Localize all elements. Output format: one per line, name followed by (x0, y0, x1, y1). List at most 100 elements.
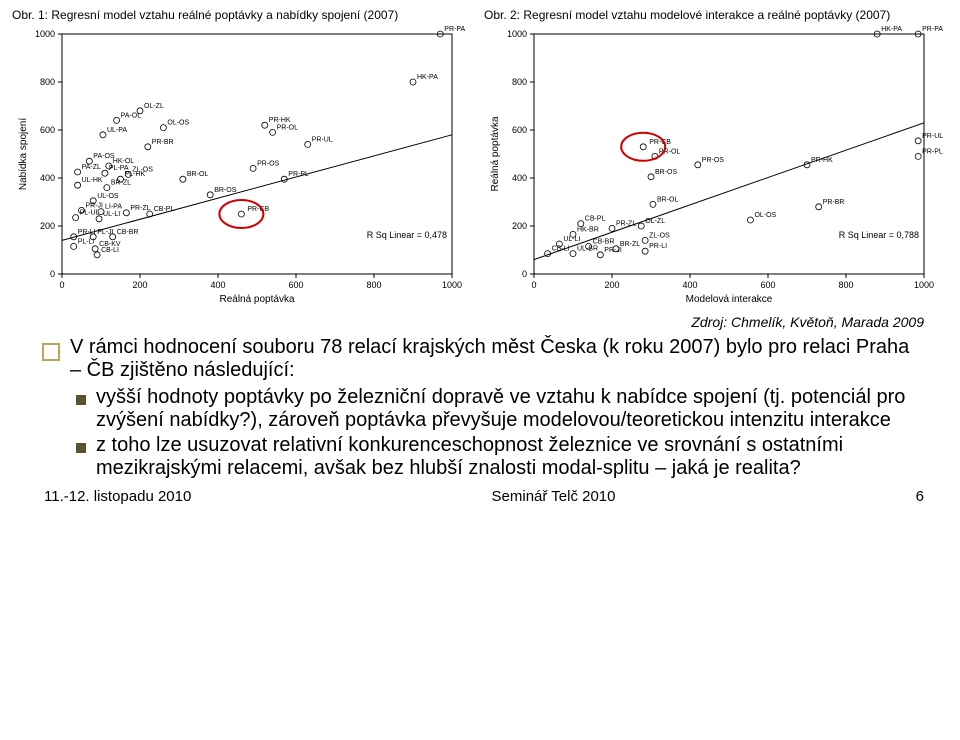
svg-text:PR-BR: PR-BR (152, 139, 174, 146)
svg-text:OL-OS: OL-OS (754, 212, 776, 219)
chart-1-wrap: Obr. 1: Regresní model vztahu reálné pop… (12, 8, 476, 314)
charts-row: Obr. 1: Regresní model vztahu reálné pop… (12, 8, 948, 314)
svg-text:0: 0 (59, 280, 64, 290)
svg-text:CB-PL: CB-PL (154, 206, 175, 213)
svg-text:UL-LI: UL-LI (103, 211, 120, 218)
svg-text:400: 400 (512, 173, 527, 183)
svg-text:0: 0 (531, 280, 536, 290)
footer-title: Seminář Telč 2010 (492, 488, 616, 505)
svg-text:Modelová interakce: Modelová interakce (686, 294, 773, 305)
svg-text:PR-LI: PR-LI (78, 229, 96, 236)
svg-text:800: 800 (512, 77, 527, 87)
chart-2: 0200400600800100002004006008001000Modelo… (484, 24, 944, 314)
svg-text:800: 800 (838, 280, 853, 290)
svg-text:PA-ZL: PA-ZL (82, 164, 101, 171)
svg-text:600: 600 (288, 280, 303, 290)
svg-text:BR-ZL: BR-ZL (620, 241, 640, 248)
svg-text:UL-OS: UL-OS (97, 193, 119, 200)
subbullet-marker-icon (76, 395, 86, 405)
svg-text:UL-PA: UL-PA (107, 127, 127, 134)
svg-text:Reálná poptávka: Reálná poptávka (219, 294, 294, 305)
svg-text:Nabídka spojení: Nabídka spojení (18, 118, 29, 190)
svg-text:PL-HK: PL-HK (125, 171, 146, 178)
svg-text:PR-OL: PR-OL (277, 124, 299, 131)
svg-text:PR-BR: PR-BR (823, 199, 845, 206)
svg-text:UL-LI: UL-LI (563, 236, 580, 243)
svg-text:PR-CB: PR-CB (649, 139, 671, 146)
svg-text:CB-LI: CB-LI (552, 246, 570, 253)
bullet-1: V rámci hodnocení souboru 78 relací kraj… (42, 336, 924, 382)
bullet-list: V rámci hodnocení souboru 78 relací kraj… (42, 336, 924, 480)
chart-1-title: Obr. 1: Regresní model vztahu reálné pop… (12, 8, 476, 22)
svg-text:800: 800 (40, 77, 55, 87)
svg-text:R Sq Linear = 0,788: R Sq Linear = 0,788 (839, 230, 919, 240)
svg-text:1000: 1000 (507, 29, 527, 39)
svg-text:OL-ZL: OL-ZL (144, 103, 164, 110)
svg-text:CB-BR: CB-BR (117, 229, 139, 236)
svg-text:PA-OL: PA-OL (121, 112, 142, 119)
svg-text:200: 200 (512, 221, 527, 231)
svg-text:PR-ZL: PR-ZL (616, 220, 636, 227)
svg-text:OL-OS: OL-OS (167, 120, 189, 127)
svg-text:1000: 1000 (442, 280, 462, 290)
svg-text:0: 0 (522, 269, 527, 279)
svg-text:BR-OS: BR-OS (655, 169, 678, 176)
subbullet-2-text: z toho lze usuzovat relativní konkurence… (96, 434, 924, 480)
svg-text:PL-LI: PL-LI (78, 238, 95, 245)
svg-text:LI-PA: LI-PA (105, 204, 122, 211)
svg-text:BR-ZL: BR-ZL (111, 180, 131, 187)
svg-text:HK-OL: HK-OL (113, 158, 135, 165)
svg-text:HK-PA: HK-PA (881, 26, 902, 33)
svg-text:0: 0 (50, 269, 55, 279)
subbullet-1: vyšší hodnoty poptávky po železniční dop… (76, 386, 924, 432)
chart-2-wrap: Obr. 2: Regresní model vztahu modelové i… (484, 8, 948, 314)
svg-text:CB-PL: CB-PL (585, 216, 606, 223)
svg-text:PR-OS: PR-OS (702, 157, 725, 164)
svg-text:UL-BR: UL-BR (577, 246, 598, 253)
svg-text:PR-PA: PR-PA (922, 26, 943, 33)
svg-text:PR-ZL: PR-ZL (130, 205, 150, 212)
svg-text:200: 200 (132, 280, 147, 290)
svg-text:CB-BR: CB-BR (593, 238, 615, 245)
svg-text:PA-OS: PA-OS (93, 153, 115, 160)
source-citation: Zdroj: Chmelík, Květoň, Marada 2009 (12, 314, 924, 330)
svg-text:R Sq Linear = 0,478: R Sq Linear = 0,478 (367, 230, 447, 240)
footer: 11.-12. listopadu 2010 Seminář Telč 2010… (12, 488, 948, 505)
svg-text:ZL-OS: ZL-OS (649, 232, 670, 239)
subbullet-2: z toho lze usuzovat relativní konkurence… (76, 434, 924, 480)
svg-text:PL-UL: PL-UL (80, 210, 100, 217)
subbullet-1-text: vyšší hodnoty poptávky po železniční dop… (96, 386, 924, 432)
svg-text:Reálná poptávka: Reálná poptávka (490, 116, 501, 191)
svg-text:800: 800 (366, 280, 381, 290)
svg-text:200: 200 (40, 221, 55, 231)
svg-text:PR-CB: PR-CB (247, 206, 269, 213)
svg-text:HK-BR: HK-BR (577, 226, 599, 233)
svg-text:PL-JI: PL-JI (97, 229, 113, 236)
bullet-1-text: V rámci hodnocení souboru 78 relací kraj… (70, 336, 924, 382)
svg-text:400: 400 (210, 280, 225, 290)
bullet-marker-icon (42, 343, 60, 361)
svg-text:200: 200 (604, 280, 619, 290)
svg-text:HK-PA: HK-PA (417, 74, 438, 81)
svg-text:PR-LI: PR-LI (649, 243, 667, 250)
footer-page: 6 (916, 488, 924, 505)
svg-text:600: 600 (512, 125, 527, 135)
chart-1: 0200400600800100002004006008001000Reálná… (12, 24, 472, 314)
svg-text:BR-OL: BR-OL (187, 171, 209, 178)
svg-text:PR-HK: PR-HK (811, 157, 833, 164)
svg-text:400: 400 (40, 173, 55, 183)
svg-text:PR-HK: PR-HK (269, 117, 291, 124)
svg-text:600: 600 (760, 280, 775, 290)
svg-text:BR-OL: BR-OL (657, 196, 679, 203)
svg-text:600: 600 (40, 125, 55, 135)
chart-2-title: Obr. 2: Regresní model vztahu modelové i… (484, 8, 948, 22)
svg-text:PR-PA: PR-PA (444, 26, 465, 33)
svg-text:CB-LI: CB-LI (101, 247, 119, 254)
svg-text:OL-ZL: OL-ZL (645, 218, 665, 225)
svg-text:BR-OS: BR-OS (214, 187, 237, 194)
svg-text:PR-PL: PR-PL (288, 171, 309, 178)
svg-text:PR-JI: PR-JI (604, 247, 622, 254)
svg-text:UL-HK: UL-HK (82, 177, 103, 184)
svg-text:1000: 1000 (914, 280, 934, 290)
svg-text:PR-UL: PR-UL (312, 136, 333, 143)
